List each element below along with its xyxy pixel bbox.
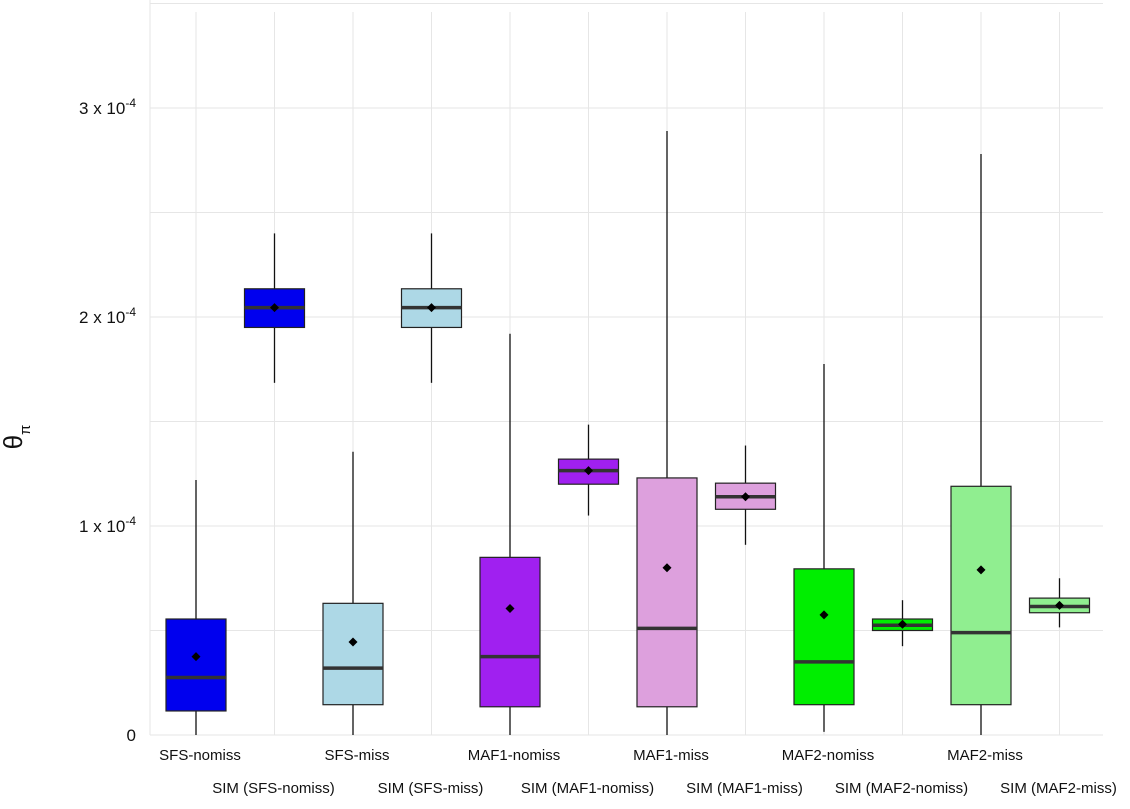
y-axis-label-main: θ bbox=[0, 435, 28, 449]
x-category-label: MAF2-miss bbox=[947, 747, 1023, 764]
x-category-label: SFS-nomiss bbox=[159, 747, 241, 764]
iqr-box bbox=[636, 477, 698, 708]
y-tick-exponent: -4 bbox=[125, 514, 136, 528]
box-maf2-miss bbox=[950, 485, 1012, 706]
x-category-label: SFS-miss bbox=[325, 747, 390, 764]
mean-marker bbox=[898, 619, 907, 629]
x-category-label: SIM (MAF1-nomiss) bbox=[521, 780, 654, 797]
boxes bbox=[165, 288, 1091, 712]
iqr-box bbox=[793, 568, 855, 706]
box-sim-maf1-nomiss bbox=[557, 458, 620, 485]
x-category-label: SIM (SFS-miss) bbox=[378, 780, 484, 797]
mean-marker bbox=[662, 563, 672, 573]
y-tick-base: 1 x 10 bbox=[79, 517, 125, 536]
x-category-label: MAF1-nomiss bbox=[468, 747, 561, 764]
box-sim-maf2-nomiss bbox=[871, 618, 934, 632]
y-tick-base: 3 x 10 bbox=[79, 99, 125, 118]
iqr-box bbox=[165, 618, 227, 712]
y-tick-label: 3 x 10-4 bbox=[79, 96, 136, 118]
y-axis-label-sub: π bbox=[17, 425, 34, 435]
box-sim-maf1-miss bbox=[714, 482, 777, 510]
box-sfs-nomiss bbox=[165, 618, 227, 712]
box-sim-sfs-miss bbox=[400, 288, 463, 329]
box-sfs-miss bbox=[322, 602, 384, 706]
iqr-box bbox=[479, 556, 541, 708]
x-category-label: SIM (SFS-nomiss) bbox=[212, 780, 335, 797]
mean-marker bbox=[427, 303, 436, 313]
box-maf1-miss bbox=[636, 477, 698, 708]
y-axis-label: θπ bbox=[0, 425, 34, 450]
x-category-label: MAF1-miss bbox=[633, 747, 709, 764]
box-maf2-nomiss bbox=[793, 568, 855, 706]
mean-marker bbox=[505, 604, 515, 614]
mean-marker bbox=[270, 303, 279, 313]
y-tick-exponent: -4 bbox=[125, 96, 136, 110]
mean-marker bbox=[976, 565, 986, 575]
mean-marker bbox=[584, 466, 593, 476]
y-tick-label: 1 x 10-4 bbox=[79, 514, 136, 536]
y-tick-labels: 01 x 10-42 x 10-43 x 10-4 bbox=[79, 96, 136, 745]
x-category-label: MAF2-nomiss bbox=[782, 747, 875, 764]
whiskers bbox=[195, 130, 1061, 735]
box-sim-maf2-miss bbox=[1028, 597, 1091, 614]
y-tick-exponent: -4 bbox=[125, 305, 136, 319]
x-category-label: SIM (MAF1-miss) bbox=[686, 780, 803, 797]
mean-marker bbox=[741, 492, 750, 502]
y-tick-label: 2 x 10-4 bbox=[79, 305, 136, 327]
iqr-box bbox=[322, 602, 384, 706]
box-sim-sfs-nomiss bbox=[243, 288, 306, 329]
mean-marker bbox=[348, 637, 358, 647]
x-category-label: SIM (MAF2-miss) bbox=[1000, 780, 1117, 797]
mean-marker bbox=[819, 610, 829, 620]
y-tick-label: 0 bbox=[127, 726, 136, 745]
x-category-label: SIM (MAF2-nomiss) bbox=[835, 780, 968, 797]
mean-marker bbox=[191, 652, 201, 662]
box-maf1-nomiss bbox=[479, 556, 541, 708]
y-tick-base: 0 bbox=[127, 726, 136, 745]
mean-marker bbox=[1055, 600, 1064, 610]
iqr-box bbox=[950, 485, 1012, 706]
x-category-labels: SFS-nomiss SIM (SFS-nomiss) SFS-miss SIM (S… bbox=[159, 747, 1117, 797]
y-tick-base: 2 x 10 bbox=[79, 308, 125, 327]
